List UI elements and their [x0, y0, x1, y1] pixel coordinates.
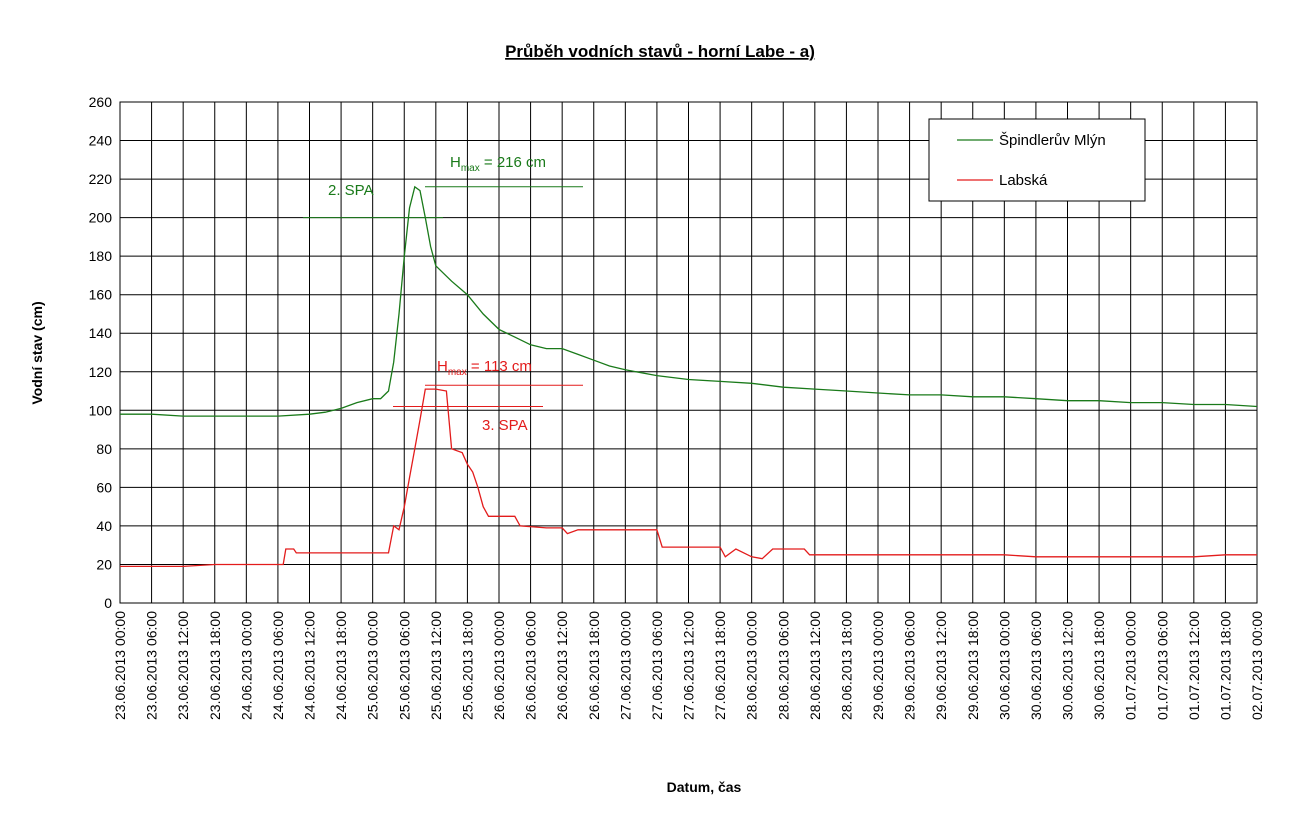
series-line-spindleruv-mlyn — [120, 185, 1258, 417]
y-tick-label: 100 — [89, 402, 113, 418]
x-tick-label: 25.06.2013 12:00 — [428, 611, 444, 720]
x-tick-label: 29.06.2013 12:00 — [933, 611, 949, 720]
x-tick-label: 30.06.2013 06:00 — [1028, 611, 1044, 720]
annotation-label: Hmax = 113 cm — [437, 358, 532, 378]
legend-box — [928, 118, 1146, 202]
x-tick-label: 27.06.2013 18:00 — [712, 611, 728, 720]
x-tick-label: 25.06.2013 00:00 — [365, 611, 381, 720]
x-tick-labels: 23.06.2013 00:00 23.06.2013 06:00 23.06.20… — [112, 611, 1265, 720]
x-tick-label: 01.07.2013 00:00 — [1123, 611, 1139, 720]
series-line-labska — [120, 388, 1257, 568]
x-tick-label: 26.06.2013 00:00 — [491, 611, 507, 720]
y-tick-label: 0 — [104, 595, 112, 611]
y-tick-label: 180 — [89, 248, 113, 264]
x-tick-label: 26.06.2013 18:00 — [586, 611, 602, 720]
x-tick-label: 28.06.2013 00:00 — [744, 611, 760, 720]
x-tick-label: 23.06.2013 12:00 — [175, 611, 191, 720]
x-tick-label: 23.06.2013 06:00 — [144, 611, 160, 720]
x-tick-label: 23.06.2013 00:00 — [112, 611, 128, 720]
x-tick-label: 25.06.2013 06:00 — [396, 611, 412, 720]
x-tick-label: 24.06.2013 00:00 — [238, 611, 254, 720]
x-tick-label: 29.06.2013 00:00 — [870, 611, 886, 720]
x-tick-label: 26.06.2013 06:00 — [523, 611, 539, 720]
x-axis-title: Datum, čas — [667, 779, 742, 795]
series-layer — [120, 185, 1258, 568]
y-tick-label: 60 — [96, 479, 112, 495]
x-tick-label: 28.06.2013 12:00 — [807, 611, 823, 720]
y-tick-labels: 0 20 40 60 80 100 120 140 160 180 200 220 240 260 — [89, 94, 113, 611]
y-tick-label: 40 — [96, 518, 112, 534]
legend: Špindlerův Mlýn Labská — [928, 118, 1146, 202]
x-tick-label: 01.07.2013 18:00 — [1217, 611, 1233, 720]
x-tick-label: 29.06.2013 06:00 — [902, 611, 918, 720]
annotations: Hmax = 216 cm 2. SPA Hmax = 113 cm 3. SPA — [303, 154, 583, 434]
x-tick-label: 28.06.2013 06:00 — [775, 611, 791, 720]
annotation-label: Hmax = 216 cm — [450, 154, 546, 174]
x-tick-label: 26.06.2013 12:00 — [554, 611, 570, 720]
x-tick-label: 24.06.2013 06:00 — [270, 611, 286, 720]
x-tick-label: 02.07.2013 00:00 — [1249, 611, 1265, 720]
y-axis-title: Vodní stav (cm) — [29, 301, 45, 404]
y-tick-label: 260 — [89, 94, 113, 110]
x-tick-label: 24.06.2013 18:00 — [333, 611, 349, 720]
annotation-label: 2. SPA — [328, 182, 374, 199]
y-tick-label: 240 — [89, 133, 113, 149]
y-tick-label: 80 — [96, 441, 112, 457]
x-tick-label: 30.06.2013 00:00 — [996, 611, 1012, 720]
x-tick-label: 27.06.2013 12:00 — [681, 611, 697, 720]
y-tick-label: 20 — [96, 556, 112, 572]
y-tick-label: 120 — [89, 364, 113, 380]
x-tick-label: 25.06.2013 18:00 — [459, 611, 475, 720]
x-tick-label: 24.06.2013 12:00 — [302, 611, 318, 720]
x-tick-label: 27.06.2013 00:00 — [617, 611, 633, 720]
y-tick-label: 140 — [89, 325, 113, 341]
y-tick-label: 200 — [89, 210, 113, 226]
x-tick-label: 30.06.2013 18:00 — [1091, 611, 1107, 720]
x-tick-label: 29.06.2013 18:00 — [965, 611, 981, 720]
y-tick-label: 160 — [89, 287, 113, 303]
x-tick-label: 30.06.2013 12:00 — [1060, 611, 1076, 720]
x-tick-label: 01.07.2013 12:00 — [1186, 611, 1202, 720]
x-tick-label: 01.07.2013 06:00 — [1154, 611, 1170, 720]
grid — [119, 101, 1258, 604]
y-tick-label: 220 — [89, 171, 113, 187]
legend-label: Labská — [999, 172, 1048, 189]
annotation-label: 3. SPA — [482, 417, 528, 434]
chart-title: Průběh vodních stavů - horní Labe - a) — [505, 42, 815, 61]
legend-label: Špindlerův Mlýn — [999, 132, 1106, 149]
x-tick-label: 28.06.2013 18:00 — [838, 611, 854, 720]
x-tick-label: 23.06.2013 18:00 — [207, 611, 223, 720]
x-tick-label: 27.06.2013 06:00 — [649, 611, 665, 720]
